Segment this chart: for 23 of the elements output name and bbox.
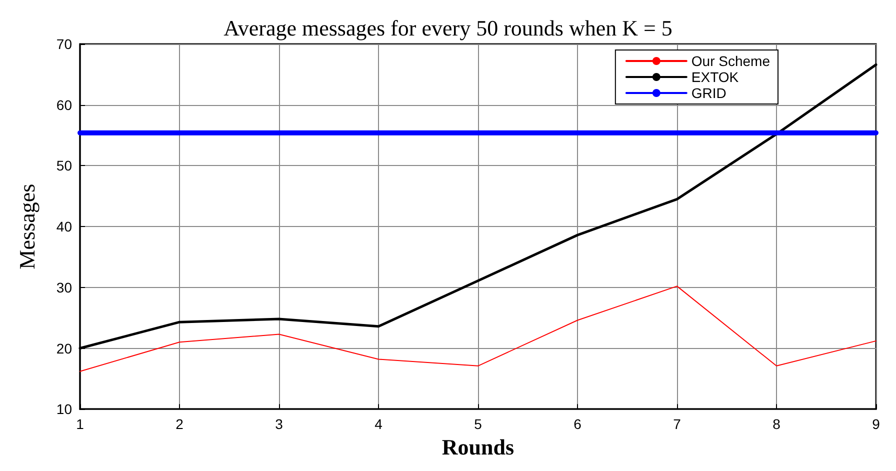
y-tick-label: 70 <box>56 36 72 52</box>
x-tick-label: 6 <box>574 416 582 432</box>
x-tick-label: 2 <box>176 416 184 432</box>
y-tick-label: 20 <box>56 340 72 356</box>
y-tick-label: 50 <box>56 158 72 174</box>
line-series <box>80 286 876 372</box>
legend-label: GRID <box>691 85 726 101</box>
x-tick-label: 7 <box>673 416 682 432</box>
legend-label: Our Scheme <box>691 53 770 69</box>
x-tick-label: 1 <box>76 416 84 432</box>
y-tick-label: 40 <box>56 218 72 235</box>
x-tick-label: 3 <box>275 416 284 432</box>
x-tick-label: 8 <box>772 416 781 432</box>
chart-title: Average messages for every 50 rounds when K = 5 <box>224 16 672 40</box>
y-tick-label: 30 <box>56 279 72 296</box>
x-axis-title: Rounds <box>442 434 515 460</box>
x-tick-label: 9 <box>872 416 880 432</box>
x-tick-label: 4 <box>374 416 383 432</box>
y-tick-label: 60 <box>56 96 72 113</box>
legend-label: EXTOK <box>691 69 740 85</box>
x-tick-label: 5 <box>474 416 482 432</box>
y-tick-label: 10 <box>56 401 72 418</box>
y-axis-title: Messages <box>14 184 40 270</box>
